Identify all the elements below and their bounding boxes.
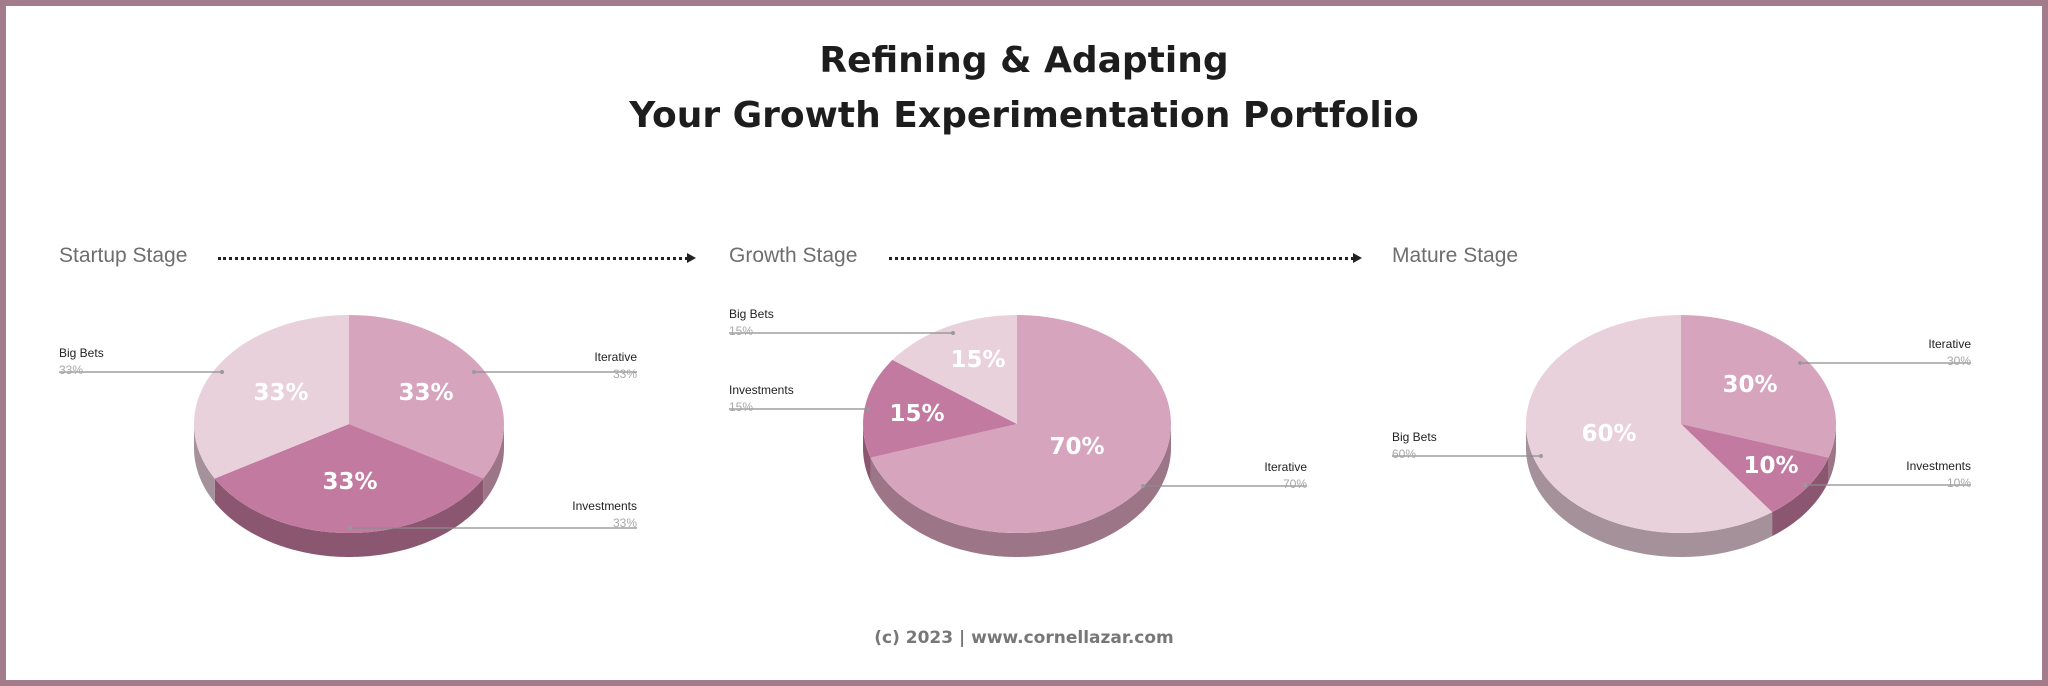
stage-label-startup: Startup Stage [59,244,188,267]
leader-dot [220,370,224,374]
slice-percent-investments: 33% [322,469,378,495]
legend-name: Investments [729,383,794,397]
legend-name: Iterative [594,350,637,364]
leader-dot [951,331,955,335]
slice-percent-big-bets: 15% [950,347,1006,373]
footer-copyright: (c) 2023 | www.cornellazar.com [874,628,1174,648]
legend-label-big-bets: Big Bets 33% [59,346,104,377]
legend-name: Iterative [1928,337,1971,351]
legend-percent: 33% [612,516,637,530]
legend-label-iterative: Iterative 30% [1928,337,1971,368]
leader-dot [1798,361,1802,365]
stage-label-growth: Growth Stage [729,244,858,267]
legend-percent: 15% [729,400,754,414]
dotted-arrow-icon [889,253,1362,263]
legend-percent: 30% [1946,354,1971,368]
slice-percent-iterative: 33% [398,380,454,406]
pie-side-iterative [1828,424,1836,482]
legend-percent: 70% [1282,477,1307,491]
leader-dot [1803,483,1807,487]
legend-percent: 33% [59,363,84,377]
title-line-2: Your Growth Experimentation Portfolio [629,95,1419,136]
pie-slice-investments [214,424,484,533]
pie-slice-big-bets [1525,315,1773,533]
legend-percent: 10% [1946,476,1971,490]
slice-percent-big-bets: 60% [1581,421,1637,447]
legend-name: Big Bets [1392,430,1437,444]
pie-slice-iterative [870,315,1171,533]
legend-label-investments: Investments 33% [572,499,637,530]
pie-slice-big-bets [892,315,1017,424]
legend-name: Investments [572,499,637,513]
legend-label-iterative: Iterative 70% [1264,460,1307,491]
slice-percent-iterative: 70% [1049,434,1105,460]
slice-percent-investments: 15% [889,401,945,427]
pie-slice-investments [1681,424,1829,513]
leader-dot [472,370,476,374]
slice-percent-big-bets: 33% [253,380,309,406]
legend-name: Iterative [1264,460,1307,474]
pie-side-iterative [870,424,1171,557]
pie-side-big-bets [194,424,215,503]
pie-slice-iterative [349,315,504,479]
legend-name: Big Bets [729,307,774,321]
legend-label-big-bets: Big Bets 15% [729,307,774,338]
title-line-1: Refining & Adapting [819,40,1229,81]
stage-label-mature: Mature Stage [1392,244,1519,267]
pie-side-investments [1772,457,1829,537]
legend-percent: 33% [612,367,637,381]
leader-dot [348,526,352,530]
legend-label-investments: Investments 10% [1906,459,1971,490]
legend-label-investments: Investments 15% [729,383,794,414]
legend-name: Investments [1906,459,1971,473]
slice-percent-iterative: 30% [1722,372,1778,398]
pie-slice-iterative [1681,315,1836,458]
pie-side-big-bets [1526,424,1773,557]
pie-side-iterative [483,424,504,503]
leader-dot [1539,454,1543,458]
leader-dot [866,407,870,411]
leader-dot [1141,484,1145,488]
pie-side-investments [863,424,871,482]
pie-slice-big-bets [194,314,349,479]
dotted-arrow-icon [218,253,696,263]
legend-label-iterative: Iterative 33% [594,350,637,381]
legend-percent: 15% [729,324,754,338]
legend-name: Big Bets [59,346,104,360]
slice-percent-investments: 10% [1743,453,1799,479]
legend-percent: 60% [1392,447,1417,461]
legend-label-big-bets: Big Bets 60% [1392,430,1437,461]
pie-slice-investments [862,359,1017,458]
pie-side-investments [214,478,484,557]
